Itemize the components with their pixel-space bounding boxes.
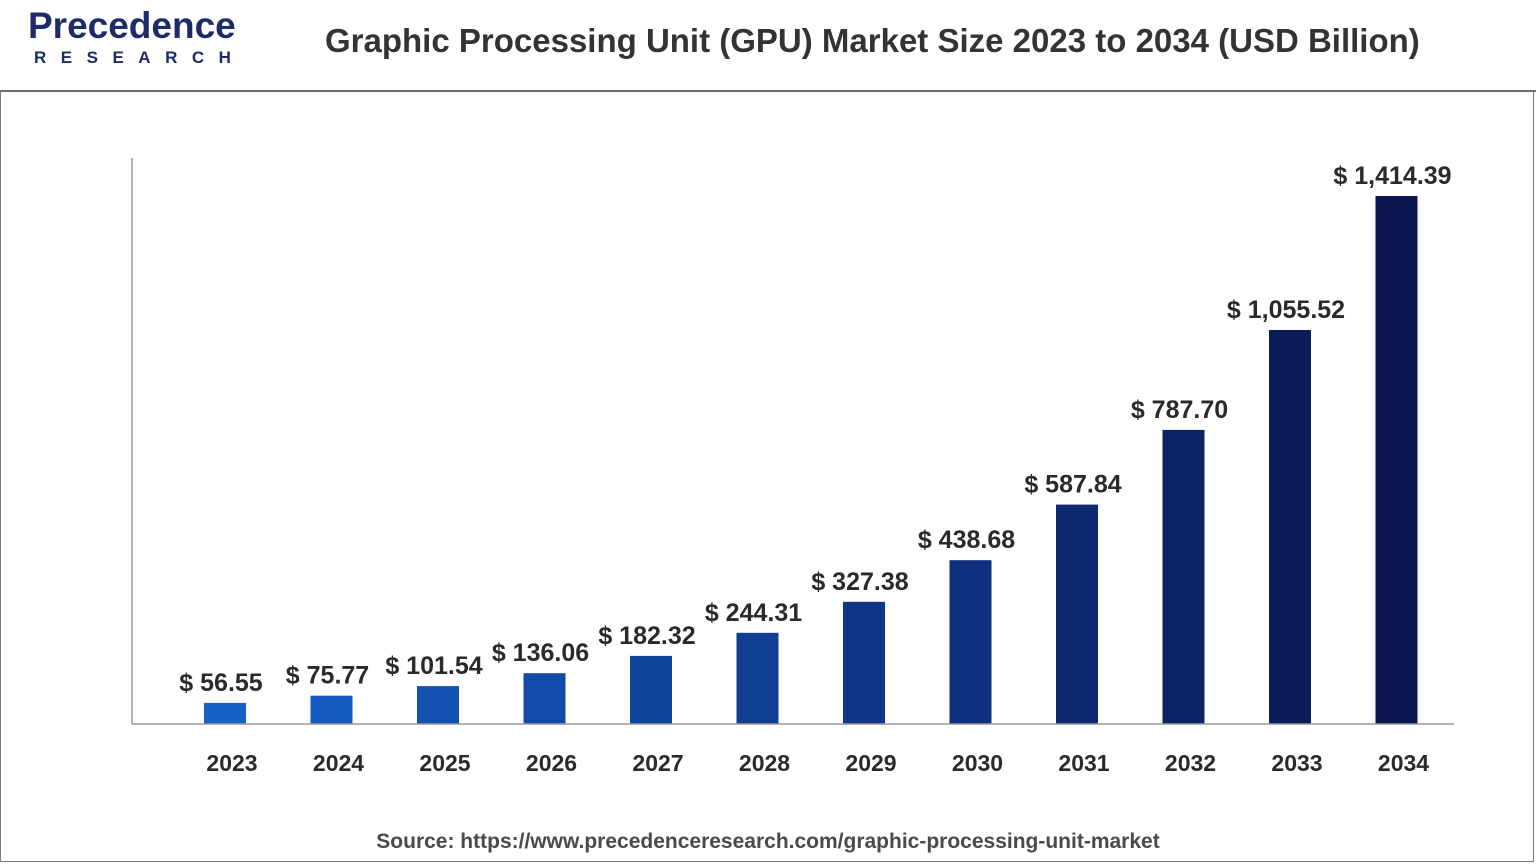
bar-2033 bbox=[1269, 330, 1311, 724]
chart-title: Graphic Processing Unit (GPU) Market Siz… bbox=[325, 22, 1420, 59]
chart-header: Precedence RESEARCH Graphic Processing U… bbox=[0, 0, 1536, 92]
x-tick-2026: 2026 bbox=[526, 750, 577, 776]
brand-name: Precedence bbox=[28, 5, 236, 46]
bar-2029 bbox=[843, 601, 885, 724]
x-tick-2027: 2027 bbox=[632, 750, 683, 776]
x-tick-2030: 2030 bbox=[952, 750, 1003, 776]
data-label-2031: $ 587.84 bbox=[1024, 471, 1121, 499]
data-label-2030: $ 438.68 bbox=[918, 526, 1015, 554]
data-label-2028: $ 244.31 bbox=[705, 599, 802, 627]
x-tick-2034: 2034 bbox=[1378, 750, 1429, 776]
bar-2027 bbox=[630, 655, 672, 724]
data-label-2024: $ 75.77 bbox=[286, 662, 369, 690]
data-label-2027: $ 182.32 bbox=[598, 622, 695, 650]
source-note: Source: https://www.precedenceresearch.c… bbox=[376, 830, 1160, 853]
bar-2032 bbox=[1162, 429, 1205, 724]
x-tick-2024: 2024 bbox=[313, 750, 364, 776]
data-label-2032: $ 787.70 bbox=[1131, 396, 1228, 424]
brand-logo: Precedence RESEARCH bbox=[28, 6, 258, 76]
bar-2031 bbox=[1056, 504, 1098, 724]
x-tick-2028: 2028 bbox=[739, 750, 790, 776]
data-label-2033: $ 1,055.52 bbox=[1227, 296, 1345, 324]
bar-2028 bbox=[736, 632, 779, 724]
x-tick-2031: 2031 bbox=[1058, 750, 1109, 776]
data-label-2034: $ 1,414.39 bbox=[1333, 162, 1451, 190]
bar-2034 bbox=[1375, 196, 1418, 724]
bar-2026 bbox=[523, 673, 566, 724]
x-tick-2025: 2025 bbox=[419, 750, 470, 776]
bar-2025 bbox=[417, 686, 459, 724]
data-label-2025: $ 101.54 bbox=[385, 652, 482, 680]
bar-chart: $ 56.55 2023 $ 75.77 2024 $ 101.54 2025 $ 136.… bbox=[131, 158, 1454, 776]
bar-2030 bbox=[949, 560, 992, 724]
x-tick-2023: 2023 bbox=[206, 750, 257, 776]
x-tick-2033: 2033 bbox=[1271, 750, 1322, 776]
data-label-2026: $ 136.06 bbox=[492, 639, 589, 667]
data-label-2023: $ 56.55 bbox=[179, 669, 263, 697]
bar-2024 bbox=[310, 695, 353, 724]
brand-subtitle: RESEARCH bbox=[34, 48, 246, 67]
data-label-2029: $ 327.38 bbox=[811, 568, 908, 596]
x-tick-2029: 2029 bbox=[845, 750, 896, 776]
bar-2023 bbox=[204, 702, 246, 724]
x-tick-2032: 2032 bbox=[1165, 750, 1216, 776]
